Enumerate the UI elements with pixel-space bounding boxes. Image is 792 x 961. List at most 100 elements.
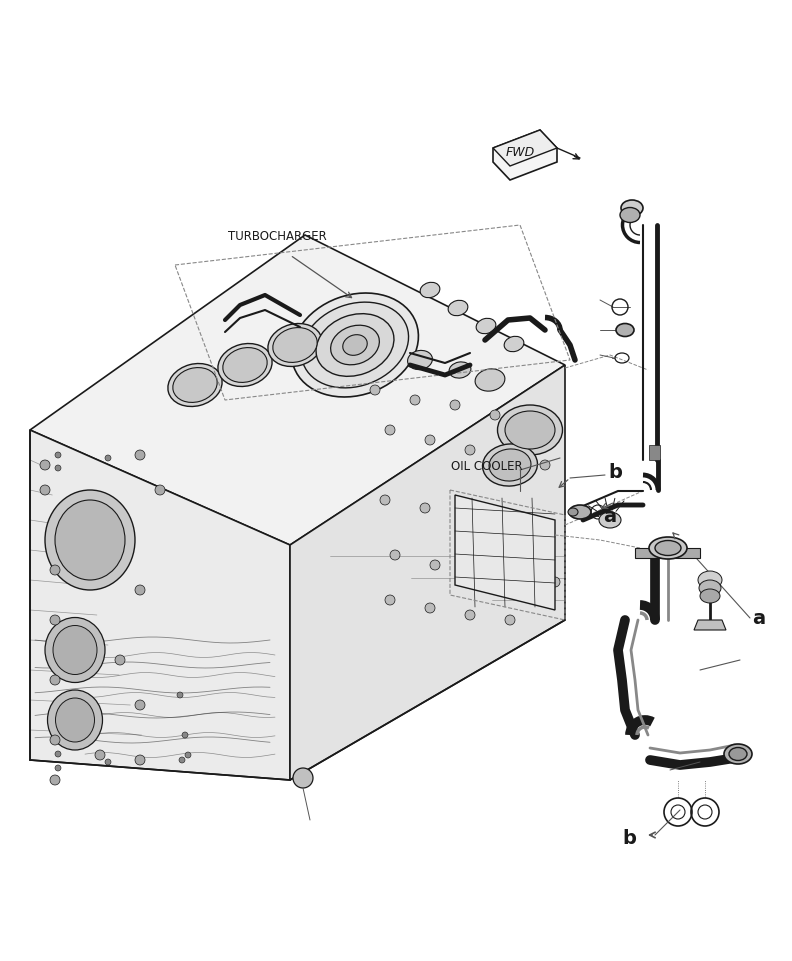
Ellipse shape [268,324,322,366]
Text: b: b [622,828,636,848]
Circle shape [55,452,61,458]
Circle shape [105,455,111,461]
Ellipse shape [724,744,752,764]
Circle shape [182,732,188,738]
Text: a: a [752,608,765,628]
Circle shape [105,759,111,765]
Circle shape [55,751,61,757]
Ellipse shape [699,580,721,596]
Circle shape [40,460,50,470]
Circle shape [505,450,515,460]
Ellipse shape [316,313,394,377]
Polygon shape [635,548,700,558]
Circle shape [425,435,435,445]
Circle shape [370,385,380,395]
Ellipse shape [330,325,379,365]
Polygon shape [290,365,565,780]
Circle shape [460,509,470,519]
Circle shape [505,615,515,625]
Ellipse shape [291,293,418,397]
Ellipse shape [568,508,578,516]
Circle shape [95,750,105,760]
Polygon shape [30,235,565,545]
Ellipse shape [55,500,125,580]
Circle shape [50,675,60,685]
Circle shape [540,460,550,470]
Circle shape [490,410,500,420]
Circle shape [465,610,475,620]
Circle shape [293,768,313,788]
Ellipse shape [343,334,367,356]
Circle shape [410,395,420,405]
Circle shape [550,430,560,440]
Ellipse shape [505,336,524,352]
Ellipse shape [621,200,643,216]
Ellipse shape [173,367,217,403]
Ellipse shape [482,444,538,486]
Ellipse shape [449,362,471,378]
Ellipse shape [649,537,687,559]
Ellipse shape [505,411,555,449]
Text: FWD: FWD [505,145,535,159]
Circle shape [55,465,61,471]
Text: a: a [603,507,616,527]
Text: OIL COOLER: OIL COOLER [451,460,523,474]
Polygon shape [694,620,726,630]
Ellipse shape [408,351,432,370]
Circle shape [50,775,60,785]
Text: b: b [608,462,622,481]
Circle shape [55,765,61,771]
Circle shape [380,495,390,505]
Ellipse shape [475,369,505,391]
Ellipse shape [489,449,531,481]
Circle shape [465,445,475,455]
Ellipse shape [569,505,591,519]
Circle shape [530,420,540,430]
Polygon shape [649,445,660,460]
Circle shape [115,655,125,665]
Circle shape [40,485,50,495]
Circle shape [430,560,440,570]
Ellipse shape [599,512,621,528]
Circle shape [135,700,145,710]
Ellipse shape [302,302,409,388]
Ellipse shape [53,626,97,675]
Circle shape [179,757,185,763]
Circle shape [185,752,191,758]
Polygon shape [493,130,557,180]
Circle shape [470,565,480,575]
Text: TURBOCHARGER: TURBOCHARGER [228,230,327,242]
Circle shape [510,570,520,580]
Circle shape [425,603,435,613]
Circle shape [385,425,395,435]
Ellipse shape [45,490,135,590]
Ellipse shape [168,363,222,407]
Ellipse shape [700,589,720,603]
Circle shape [50,735,60,745]
Circle shape [385,595,395,605]
Ellipse shape [45,618,105,682]
Circle shape [420,503,430,513]
Circle shape [550,577,560,587]
Circle shape [135,755,145,765]
Ellipse shape [48,690,102,750]
Ellipse shape [655,540,681,555]
Circle shape [135,450,145,460]
Polygon shape [493,130,557,166]
Ellipse shape [729,748,747,760]
Ellipse shape [448,300,468,316]
Ellipse shape [698,571,722,589]
Ellipse shape [223,348,267,382]
Circle shape [155,485,165,495]
Circle shape [177,692,183,698]
Ellipse shape [420,283,440,298]
Ellipse shape [55,698,94,742]
Circle shape [50,615,60,625]
Polygon shape [455,495,555,610]
Ellipse shape [616,324,634,336]
Ellipse shape [272,328,317,362]
Ellipse shape [476,318,496,333]
Ellipse shape [218,343,272,386]
Circle shape [50,565,60,575]
Ellipse shape [620,208,640,223]
